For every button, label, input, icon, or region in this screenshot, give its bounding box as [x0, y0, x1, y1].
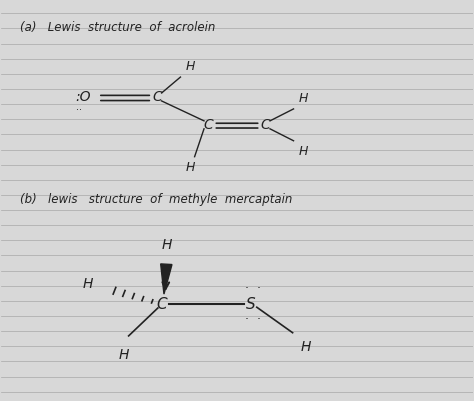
Text: H: H — [301, 340, 311, 354]
Text: :O: :O — [75, 90, 91, 104]
Text: ·  ·: · · — [246, 282, 262, 296]
Text: ·  ·: · · — [246, 313, 262, 326]
Polygon shape — [161, 264, 172, 294]
Text: H: H — [298, 92, 308, 105]
Text: H: H — [161, 238, 172, 252]
Text: H: H — [83, 277, 93, 291]
Text: C: C — [260, 118, 270, 132]
Text: C: C — [156, 296, 167, 312]
Text: H: H — [185, 161, 194, 174]
Text: H: H — [185, 60, 194, 73]
Text: H: H — [298, 145, 308, 158]
Text: ..: .. — [76, 102, 82, 112]
Text: (a)   Lewis  structure  of  acrolein: (a) Lewis structure of acrolein — [20, 21, 216, 34]
Text: H: H — [118, 348, 129, 362]
Text: S: S — [246, 296, 256, 312]
Text: C: C — [204, 118, 214, 132]
Text: C: C — [152, 90, 162, 104]
Text: (b)   lewis   structure  of  methyle  mercaptain: (b) lewis structure of methyle mercaptai… — [20, 192, 292, 206]
